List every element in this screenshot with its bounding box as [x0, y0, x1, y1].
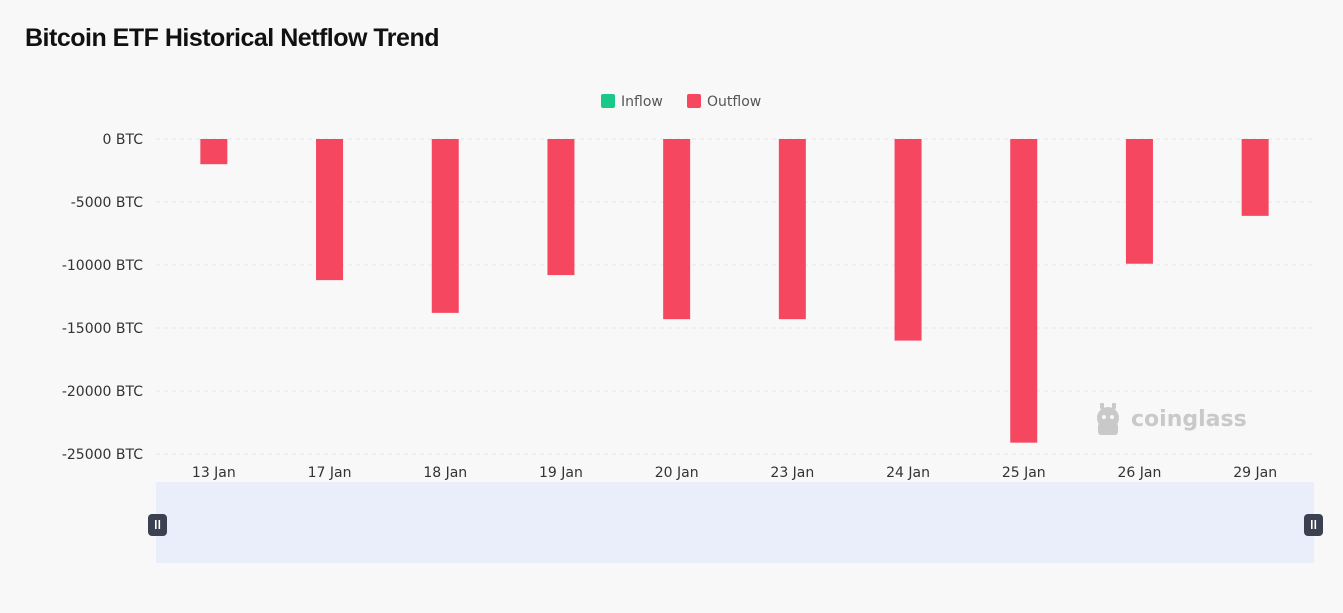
bars	[200, 139, 1269, 443]
x-category-label: 18 Jan	[423, 465, 467, 481]
y-tick-label: -10000 BTC	[62, 258, 143, 274]
legend-label-outflow: Outflow	[707, 94, 761, 110]
legend-swatch-inflow	[601, 94, 615, 108]
x-axis-category-labels: 13 Jan 17 Jan 18 Jan 19 Jan 20 Jan 23 Jan 24 J…	[192, 465, 1277, 481]
outflow-bar[interactable]	[200, 139, 228, 165]
outflow-bar[interactable]	[1241, 139, 1269, 216]
x-category-label: 17 Jan	[308, 465, 352, 481]
zoom-handle-left[interactable]	[148, 514, 167, 536]
outflow-bar[interactable]	[547, 139, 575, 276]
legend-item-outflow[interactable]: Outflow	[687, 94, 761, 110]
watermark: coinglass	[1097, 403, 1247, 435]
outflow-bar[interactable]	[894, 139, 922, 341]
y-axis-tick-labels: 0 BTC -5000 BTC -10000 BTC -15000 BTC -20000…	[62, 132, 143, 463]
x-category-label: 26 Jan	[1118, 465, 1162, 481]
x-category-label: 24 Jan	[886, 465, 930, 481]
x-category-label: 19 Jan	[539, 465, 583, 481]
zoom-selection-area[interactable]	[156, 482, 1314, 563]
outflow-bar[interactable]	[663, 139, 691, 320]
legend-label-inflow: Inflow	[621, 94, 663, 110]
x-category-label: 29 Jan	[1233, 465, 1277, 481]
x-category-label: 23 Jan	[770, 465, 814, 481]
x-category-label: 13 Jan	[192, 465, 236, 481]
legend[interactable]: Inflow Outflow	[601, 94, 761, 110]
watermark-text: coinglass	[1131, 407, 1247, 432]
outflow-bar[interactable]	[316, 139, 344, 281]
outflow-bar[interactable]	[431, 139, 459, 313]
zoom-handle-right[interactable]	[1304, 514, 1323, 536]
y-tick-label: -20000 BTC	[62, 384, 143, 400]
pause-bars-handle-icon[interactable]	[148, 514, 167, 536]
outflow-bar[interactable]	[1125, 139, 1153, 264]
grid-lines	[156, 138, 1313, 455]
pause-bars-handle-icon[interactable]	[1304, 514, 1323, 536]
x-category-label: 20 Jan	[655, 465, 699, 481]
legend-item-inflow[interactable]: Inflow	[601, 94, 663, 110]
y-tick-label: -5000 BTC	[71, 195, 143, 211]
y-tick-label: -15000 BTC	[62, 321, 143, 337]
chart-title: Bitcoin ETF Historical Netflow Trend	[25, 24, 439, 52]
legend-swatch-outflow	[687, 94, 701, 108]
outflow-bar[interactable]	[1010, 139, 1038, 443]
y-tick-label: -25000 BTC	[62, 447, 143, 463]
coinglass-logo-icon	[1097, 403, 1119, 435]
x-category-label: 25 Jan	[1002, 465, 1046, 481]
data-zoom-slider[interactable]	[148, 482, 1323, 563]
outflow-bar[interactable]	[778, 139, 806, 320]
y-tick-label: 0 BTC	[103, 132, 144, 148]
